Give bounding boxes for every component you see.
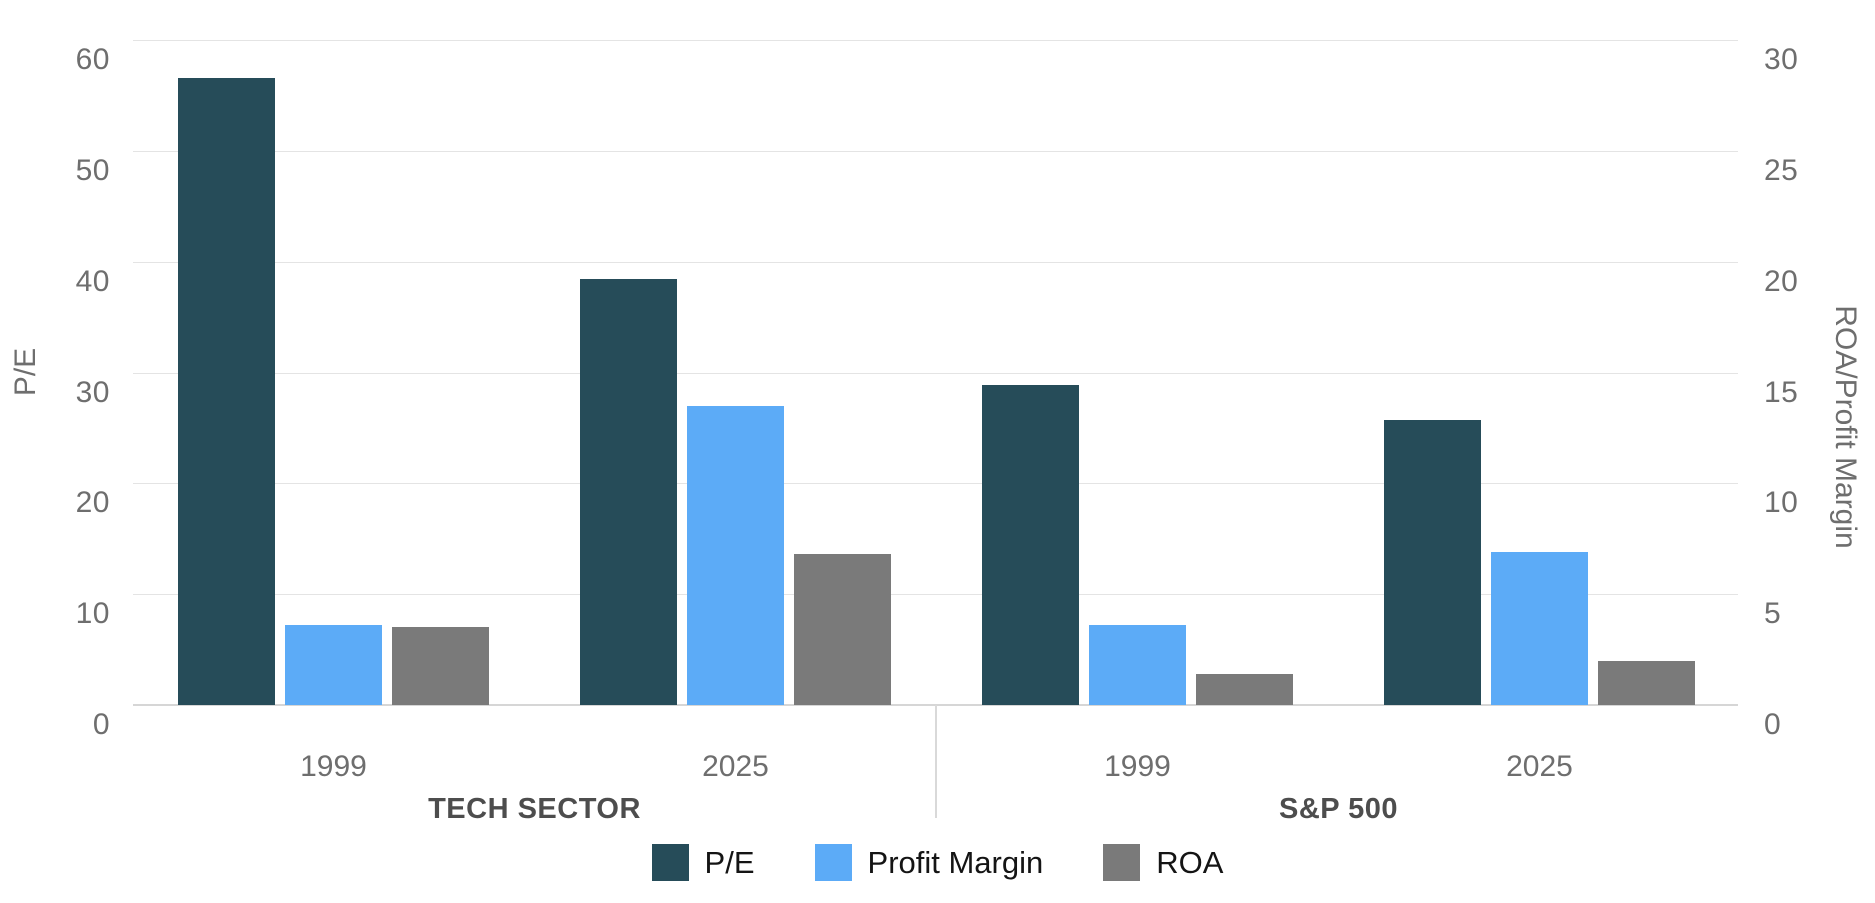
legend-swatch-roa bbox=[1103, 844, 1141, 881]
left-axis-tick-0: 0 bbox=[92, 708, 110, 741]
left-axis-tick-40: 40 bbox=[75, 264, 110, 298]
category-label-s-p-500-1999: 1999 bbox=[1104, 750, 1171, 783]
left-axis-tick-30: 30 bbox=[75, 375, 110, 409]
right-axis-tick-10: 10 bbox=[1764, 486, 1799, 520]
right-axis-tick-5: 5 bbox=[1764, 597, 1782, 631]
legend-item-roa: ROA bbox=[1103, 844, 1223, 881]
legend-label-p-e: P/E bbox=[704, 845, 755, 880]
gridline-10 bbox=[133, 594, 1738, 596]
left-axis-tick-50: 50 bbox=[75, 153, 110, 187]
legend-item-p-e: P/E bbox=[651, 844, 755, 881]
right-axis-tick-25: 25 bbox=[1764, 153, 1799, 187]
left-axis-tick-60: 60 bbox=[75, 43, 110, 76]
legend-label-roa: ROA bbox=[1156, 845, 1224, 880]
category-label-tech-sector-1999: 1999 bbox=[300, 750, 367, 783]
bar-roa-tech-sector-2025 bbox=[794, 554, 891, 705]
gridline-50 bbox=[133, 150, 1738, 152]
legend-swatch-profit-margin bbox=[814, 844, 852, 881]
bar-profit-margin-tech-sector-1999 bbox=[285, 625, 382, 705]
legend-item-profit-margin: Profit Margin bbox=[814, 844, 1044, 881]
bar-p-e-s-p-500-1999 bbox=[982, 385, 1079, 705]
right-axis-title: ROA/Profit Margin bbox=[1829, 305, 1862, 549]
right-axis-tick-20: 20 bbox=[1764, 264, 1799, 298]
gridline-60 bbox=[133, 40, 1738, 41]
legend: P/E Profit Margin ROA bbox=[0, 844, 1875, 881]
bar-roa-s-p-500-1999 bbox=[1196, 674, 1293, 705]
bar-p-e-s-p-500-2025 bbox=[1384, 420, 1481, 705]
bar-profit-margin-s-p-500-1999 bbox=[1089, 625, 1186, 705]
left-axis-tick-20: 20 bbox=[75, 486, 110, 520]
gridline-40 bbox=[133, 261, 1738, 263]
left-axis-tick-10: 10 bbox=[75, 597, 110, 631]
category-label-s-p-500-2025: 2025 bbox=[1506, 750, 1573, 783]
right-axis-tick-0: 0 bbox=[1764, 708, 1782, 741]
bar-p-e-tech-sector-2025 bbox=[580, 279, 677, 705]
gridline-20 bbox=[133, 483, 1738, 485]
bar-roa-s-p-500-2025 bbox=[1598, 661, 1695, 705]
gridline-30 bbox=[133, 372, 1738, 374]
bar-p-e-tech-sector-1999 bbox=[178, 78, 275, 705]
section-label-tech-sector: TECH SECTOR bbox=[428, 793, 641, 825]
category-label-tech-sector-2025: 2025 bbox=[702, 750, 769, 783]
bar-profit-margin-s-p-500-2025 bbox=[1491, 552, 1588, 705]
bar-profit-margin-tech-sector-2025 bbox=[687, 406, 784, 705]
section-divider bbox=[934, 705, 937, 818]
right-axis-tick-30: 30 bbox=[1764, 43, 1799, 76]
bar-roa-tech-sector-1999 bbox=[392, 627, 489, 705]
legend-swatch-p-e bbox=[651, 844, 689, 881]
section-label-s-p-500: S&P 500 bbox=[1278, 793, 1399, 825]
legend-label-profit-margin: Profit Margin bbox=[867, 845, 1044, 880]
right-axis-tick-15: 15 bbox=[1764, 375, 1799, 409]
